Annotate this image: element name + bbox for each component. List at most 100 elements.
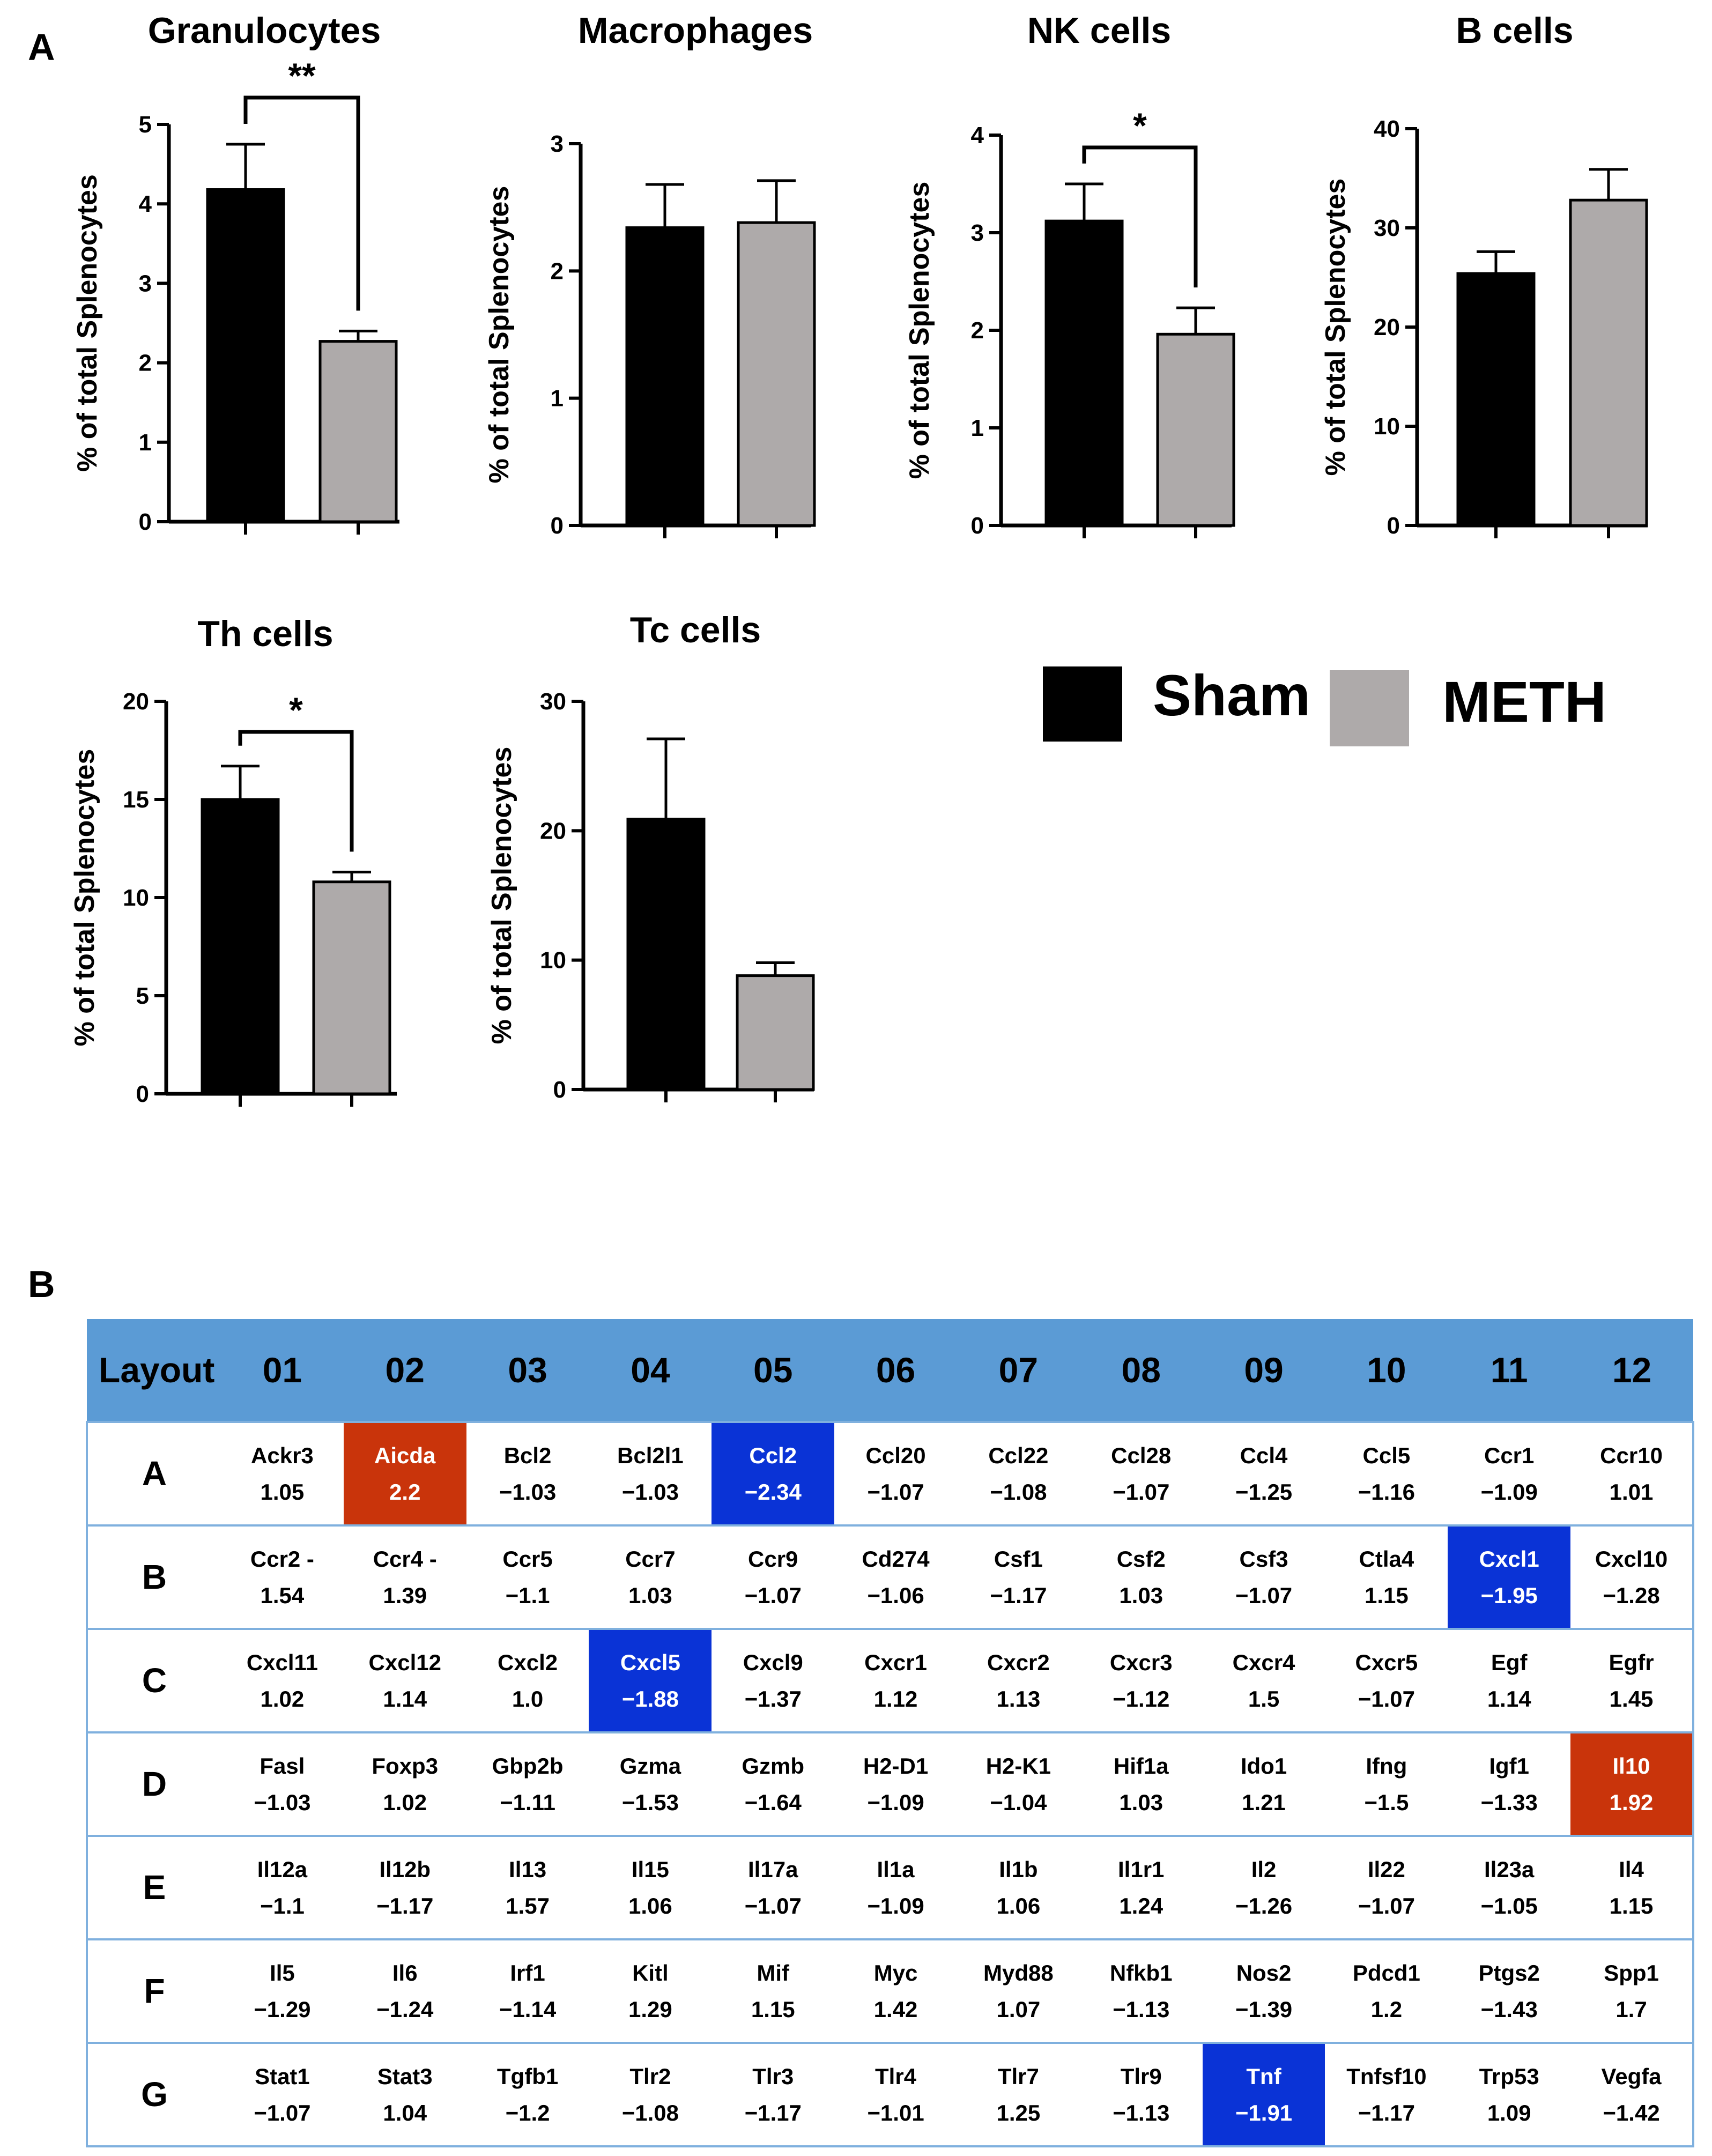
bar-sham xyxy=(1044,219,1124,527)
fold-change-value: 1.39 xyxy=(383,1582,427,1608)
gene-name: Cxcr3 xyxy=(1109,1650,1173,1676)
gene-cell: Ccl28 −1.07 xyxy=(1079,1421,1203,1527)
gene-cell: Ccl5 −1.16 xyxy=(1325,1421,1448,1527)
fold-change-value: 1.15 xyxy=(751,1996,795,2022)
fold-change-value: 1.09 xyxy=(1487,2100,1531,2125)
table-row: B Ccr2 -1.54 Ccr4 -1.39 Ccr5 −1.1 Ccr7 1.03 Ccr… xyxy=(86,1524,1694,1630)
gene-name: Ccr4 - xyxy=(373,1546,437,1572)
bar-sham xyxy=(626,818,706,1091)
legend-label-meth: METH xyxy=(1442,669,1606,734)
column-header: 08 xyxy=(1079,1319,1203,1422)
fold-change-value: −1.1 xyxy=(505,1582,550,1608)
gene-cell: Ccl22 −1.08 xyxy=(957,1421,1080,1527)
fold-change-value: −1.29 xyxy=(254,1996,311,2022)
gene-name: Ccr1 xyxy=(1484,1443,1535,1469)
bar-chart-1: Macrophages % of total Splenocytes 0 1 2 3 xyxy=(484,10,816,539)
panel-label-b: B xyxy=(28,1263,55,1305)
y-tick-label: 10 xyxy=(540,947,566,974)
gene-cell: Cd274 −1.06 xyxy=(834,1524,957,1630)
fold-change-value: −1.91 xyxy=(1235,2100,1293,2125)
y-axis-label: % of total Splenocytes xyxy=(69,749,100,1047)
gene-cell: Vegfa −1.42 xyxy=(1570,2042,1694,2147)
fold-change-value: −1.05 xyxy=(1480,1893,1538,1918)
gene-cell: Cxcl1 −1.95 xyxy=(1448,1524,1571,1630)
significance-bracket xyxy=(1082,145,1198,288)
chart-title: Granulocytes xyxy=(148,10,381,51)
gene-cell: Il2 −1.26 xyxy=(1202,1835,1325,1940)
gene-cell: Cxcr4 1.5 xyxy=(1202,1628,1325,1733)
fold-change-value: 1.21 xyxy=(1242,1789,1286,1815)
gene-name: Tlr4 xyxy=(875,2064,917,2090)
gene-cell: Gzma −1.53 xyxy=(589,1731,712,1837)
gene-name: Hif1a xyxy=(1113,1753,1169,1779)
fold-change-value: 1.06 xyxy=(628,1893,672,1918)
gene-cell: Cxcl11 1.02 xyxy=(221,1628,344,1733)
gene-name: Cxcl2 xyxy=(498,1650,558,1676)
gene-cell: Tlr4 −1.01 xyxy=(834,2042,957,2147)
fold-change-value: 1.2 xyxy=(1370,1996,1403,2022)
gene-name: Ccl2 xyxy=(749,1443,797,1469)
fold-change-value: −1.25 xyxy=(1235,1479,1293,1505)
chart-title: Th cells xyxy=(197,613,333,654)
gene-name: Il1r1 xyxy=(1118,1857,1165,1883)
y-tick-label: 20 xyxy=(1374,314,1400,340)
gene-cell: Gzmb −1.64 xyxy=(712,1731,835,1837)
fold-change-value: 1.15 xyxy=(1609,1893,1654,1918)
y-axis-label: % of total Splenocytes xyxy=(484,186,515,484)
significance-marker: * xyxy=(1133,106,1147,145)
y-tick-label: 15 xyxy=(123,787,149,813)
gene-cell: Pdcd1 1.2 xyxy=(1325,1938,1448,2044)
gene-name: Fasl xyxy=(260,1753,305,1779)
significance-marker: ** xyxy=(288,56,316,95)
gene-name: Cxcr4 xyxy=(1232,1650,1295,1676)
fold-change-value: −1.95 xyxy=(1480,1582,1538,1608)
y-tick-label: 0 xyxy=(136,1081,149,1107)
y-tick-label: 4 xyxy=(971,122,984,149)
fold-change-value: 1.02 xyxy=(383,1789,427,1815)
gene-name: Tnf xyxy=(1246,2064,1281,2090)
fold-change-value: 1.7 xyxy=(1615,1996,1647,2022)
y-tick-label: 2 xyxy=(971,317,984,344)
gene-name: Ccr5 xyxy=(502,1546,553,1572)
gene-cell: Csf2 1.03 xyxy=(1079,1524,1203,1630)
column-header: 11 xyxy=(1448,1319,1571,1422)
gene-name: Cd274 xyxy=(862,1546,930,1572)
gene-name: Il1b xyxy=(999,1857,1038,1883)
fold-change-value: −1.39 xyxy=(1235,1996,1293,2022)
column-header: 09 xyxy=(1202,1319,1325,1422)
gene-cell: Tlr7 1.25 xyxy=(957,2042,1080,2147)
gene-cell: Nos2 −1.39 xyxy=(1202,1938,1325,2044)
gene-cell: Ccl20 −1.07 xyxy=(834,1421,957,1527)
gene-name: Aicda xyxy=(374,1443,436,1469)
gene-name: Egfr xyxy=(1609,1650,1654,1676)
column-header: 10 xyxy=(1325,1319,1448,1422)
bar-meth xyxy=(312,880,391,1095)
gene-name: Cxcl11 xyxy=(246,1650,318,1676)
gene-name: Nfkb1 xyxy=(1109,1960,1173,1986)
y-tick-label: 0 xyxy=(551,513,564,539)
row-header: G xyxy=(86,2042,221,2147)
gene-name: Ccr10 xyxy=(1600,1443,1663,1469)
gene-name: Irf1 xyxy=(510,1960,545,1986)
gene-name: Csf1 xyxy=(994,1546,1043,1572)
fold-change-value: −1.09 xyxy=(867,1789,924,1815)
y-tick-label: 10 xyxy=(1374,413,1400,440)
gene-name: Il10 xyxy=(1612,1753,1650,1779)
gene-name: Il13 xyxy=(509,1857,547,1883)
gene-name: Bcl2 xyxy=(503,1443,552,1469)
gene-name: Il4 xyxy=(1619,1857,1644,1883)
gene-cell: Myd88 1.07 xyxy=(957,1938,1080,2044)
gene-name: Cxcl12 xyxy=(368,1650,441,1676)
fold-change-value: 1.57 xyxy=(506,1893,550,1918)
bar-sham xyxy=(206,188,285,523)
gene-cell: Stat1 −1.07 xyxy=(221,2042,344,2147)
fold-change-value: −1.53 xyxy=(621,1789,679,1815)
gene-cell: Ptgs2 −1.43 xyxy=(1448,1938,1571,2044)
y-tick-label: 3 xyxy=(139,270,152,297)
bar-chart-0: Granulocytes % of total Splenocytes 0 1 2 3 4 5… xyxy=(72,10,399,535)
fold-change-value: 1.42 xyxy=(873,1996,918,2022)
gene-name: Ccr2 - xyxy=(250,1546,314,1572)
gene-cell: Il1a −1.09 xyxy=(834,1835,957,1940)
fold-change-value: −1.17 xyxy=(376,1893,434,1918)
gene-name: Bcl2l1 xyxy=(617,1443,684,1469)
